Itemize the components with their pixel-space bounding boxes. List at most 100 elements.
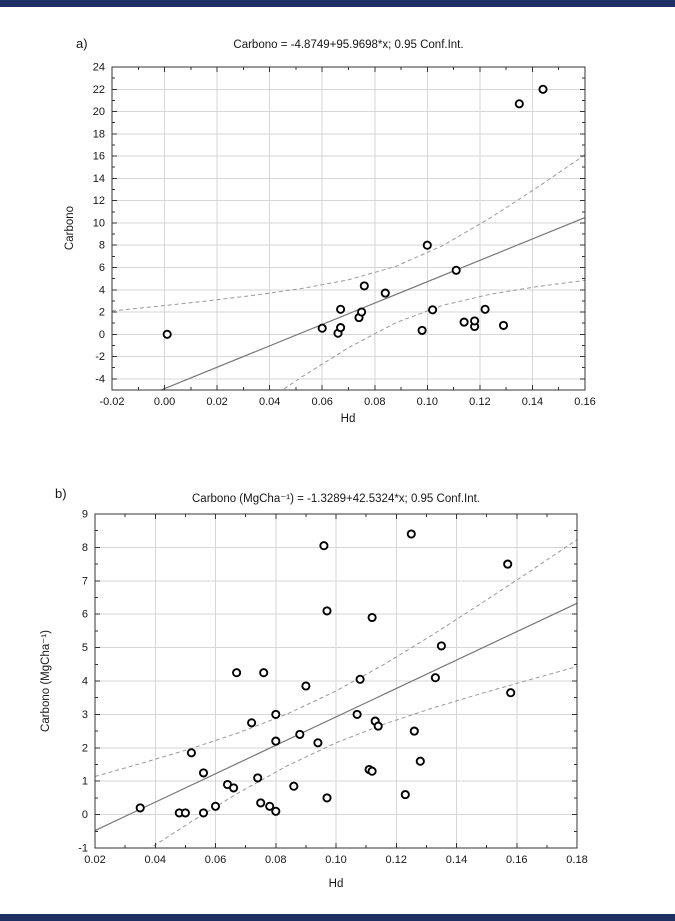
scatter-point xyxy=(417,325,427,335)
y-tick-label: 1 xyxy=(82,776,88,788)
scatter-point xyxy=(352,709,362,719)
data-points xyxy=(162,84,548,339)
y-tick-label: 3 xyxy=(82,709,88,721)
x-tick-label: 0.14 xyxy=(522,396,543,408)
scatter-point xyxy=(271,736,281,746)
y-tick-label: 22 xyxy=(93,84,105,96)
tick-marks xyxy=(94,513,578,849)
y-tick-label: 20 xyxy=(93,106,105,118)
regression-line xyxy=(95,602,577,832)
scatter-point xyxy=(265,801,275,811)
confidence-band-lower xyxy=(149,666,577,848)
x-tick-label: 0.14 xyxy=(446,854,467,866)
chart-panel-a: a) Carbono = -4.8749+95.9698*x; 0.95 Con… xyxy=(64,36,596,425)
scatter-point xyxy=(336,304,346,314)
scatter-point xyxy=(162,329,172,339)
gridlines xyxy=(95,514,577,848)
confidence-band-upper xyxy=(112,154,585,312)
x-tick-label: 0.04 xyxy=(145,854,166,866)
scatter-point xyxy=(480,304,490,314)
data-points xyxy=(135,529,516,818)
x-tick-label: 0.00 xyxy=(154,396,175,408)
gridlines xyxy=(112,67,585,390)
y-tick-label: 8 xyxy=(82,542,88,554)
top-border-bar xyxy=(0,0,675,7)
y-tick-label: 10 xyxy=(93,217,105,229)
scatter-point xyxy=(367,766,377,776)
tick-marks xyxy=(111,66,586,390)
tick-labels: -0.02 0.00 0.02 0.04 0.06 0.08 0.10 0.12 0.14 0.1… xyxy=(93,62,596,409)
scatter-point xyxy=(470,316,480,326)
scatter-point xyxy=(459,317,469,327)
scatter-point xyxy=(506,688,516,698)
scatter-point xyxy=(295,729,305,739)
scatter-point xyxy=(359,281,369,291)
panel-label-a: a) xyxy=(76,36,88,51)
y-tick-label: 6 xyxy=(82,609,88,621)
y-tick-label: 2 xyxy=(82,742,88,754)
y-tick-label: -4 xyxy=(95,373,105,385)
scatter-point xyxy=(322,606,332,616)
scatter-point xyxy=(186,748,196,758)
y-tick-label: 2 xyxy=(99,307,105,319)
scatter-point xyxy=(538,84,548,94)
x-tick-label: 0.12 xyxy=(386,854,407,866)
y-tick-label: 18 xyxy=(93,128,105,140)
panel-label-b: b) xyxy=(55,486,67,501)
y-tick-label: -1 xyxy=(78,843,88,855)
scatter-point xyxy=(322,793,332,803)
x-tick-label: 0.16 xyxy=(506,854,527,866)
tick-labels: 0.02 0.04 0.06 0.08 0.10 0.12 0.14 0.16 0.18 -1 0 1… xyxy=(78,509,587,867)
chart-panel-b: b) Carbono (MgCha⁻¹) = -1.3289+42.5324*x… xyxy=(0,480,675,921)
scatter-point xyxy=(247,718,257,728)
scatter-point xyxy=(232,668,242,678)
y-tick-label: 6 xyxy=(99,262,105,274)
scatter-point xyxy=(357,307,367,317)
scatter-point xyxy=(229,783,239,793)
x-tick-label: 0.02 xyxy=(84,854,105,866)
y-tick-label: 16 xyxy=(93,151,105,163)
y-tick-label: 4 xyxy=(82,676,88,688)
scatter-plot-a: -0.02 0.00 0.02 0.04 0.06 0.08 0.10 0.12 0.14 0.1… xyxy=(93,62,596,409)
y-tick-label: 24 xyxy=(93,62,105,74)
scatter-point xyxy=(367,612,377,623)
scatter-point xyxy=(253,773,263,783)
chart-title-b: Carbono (MgCha⁻¹) = -1.3289+42.5324*x; 0… xyxy=(192,493,480,505)
y-tick-label: 4 xyxy=(99,284,105,296)
y-tick-label: 5 xyxy=(82,642,88,654)
scatter-point xyxy=(409,726,419,736)
scatter-point xyxy=(319,541,329,551)
bottom-border-bar xyxy=(0,914,675,921)
scatter-point xyxy=(400,790,410,800)
x-tick-label: 0.04 xyxy=(259,396,280,408)
x-tick-label: 0.10 xyxy=(325,854,346,866)
y-tick-label: -2 xyxy=(95,351,105,363)
x-tick-label: 0.10 xyxy=(417,396,438,408)
scatter-point xyxy=(135,803,145,813)
scatter-point xyxy=(256,798,266,808)
y-tick-label: 0 xyxy=(82,809,88,821)
plot-box xyxy=(111,66,586,391)
scatter-point xyxy=(180,808,190,818)
scatter-point xyxy=(210,801,221,811)
scatter-point xyxy=(313,738,323,748)
scatter-point xyxy=(336,323,346,333)
scatter-point xyxy=(406,529,416,539)
scatter-point xyxy=(451,265,461,275)
scatter-point xyxy=(514,99,524,109)
scatter-point xyxy=(436,641,446,651)
scatter-point xyxy=(271,709,281,719)
scatter-point xyxy=(380,288,390,298)
scatter-plot-b: 0.02 0.04 0.06 0.08 0.10 0.12 0.14 0.16 0.18 -1 0 1… xyxy=(78,509,587,867)
y-tick-label: 7 xyxy=(82,575,88,587)
scatter-point xyxy=(289,781,299,791)
scatter-point xyxy=(355,674,365,684)
scatter-point xyxy=(503,559,513,569)
x-tick-label: 0.08 xyxy=(364,396,385,408)
x-tick-label: 0.02 xyxy=(206,396,227,408)
scatter-point xyxy=(373,721,383,731)
x-tick-label: 0.12 xyxy=(469,396,490,408)
x-tick-label: 0.06 xyxy=(205,854,226,866)
scatter-point xyxy=(301,681,311,691)
